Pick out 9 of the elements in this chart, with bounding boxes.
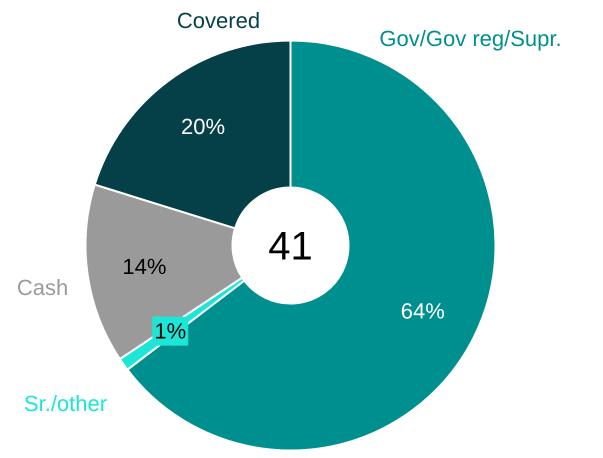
slice-label: Cash: [16, 275, 68, 300]
data-label: 1%: [154, 318, 186, 344]
data-label: 64%: [400, 298, 445, 324]
data-label: 14%: [122, 254, 166, 280]
slice-label: Gov/Gov reg/Supr.: [379, 26, 562, 51]
text: 41: [268, 224, 313, 268]
slice-label: Sr./other: [24, 391, 108, 416]
slice-label: Covered: [176, 8, 260, 33]
data-label: 20%: [180, 114, 226, 140]
